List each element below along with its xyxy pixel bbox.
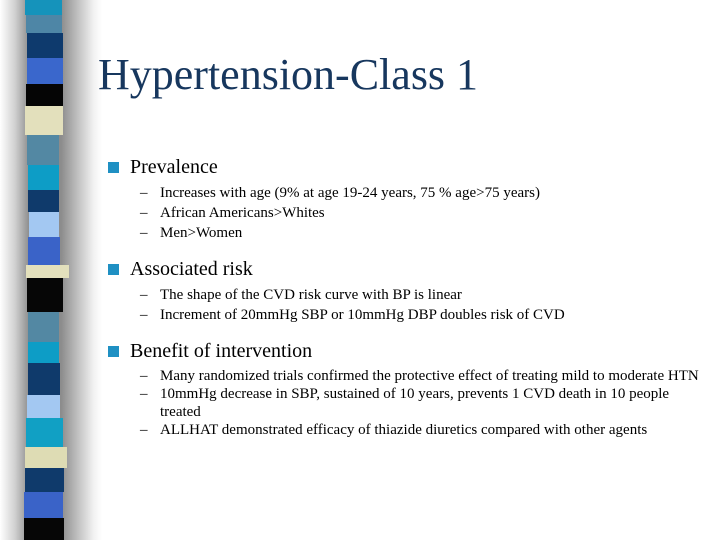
sub-bullet-text: African Americans>Whites: [160, 205, 325, 221]
square-bullet-icon: [108, 264, 119, 275]
square-bullet-icon: [108, 346, 119, 357]
strip-segment: [25, 0, 62, 15]
strip-segment: [29, 212, 59, 237]
bullet-heading-row: Benefit of intervention: [100, 339, 706, 363]
sub-bullet-item: – The shape of the CVD risk curve with B…: [140, 285, 706, 305]
square-bullet-icon: [108, 162, 119, 173]
strip-segment: [26, 265, 69, 278]
sub-bullet-text: 10mmHg decrease in SBP, sustained of 10 …: [160, 386, 670, 420]
dash-bullet-icon: –: [140, 185, 148, 201]
strip-segment: [28, 190, 59, 212]
strip-segment: [25, 468, 64, 492]
sub-bullet-text: Increases with age (9% at age 19-24 year…: [160, 185, 540, 201]
section-heading: Benefit of intervention: [130, 340, 313, 362]
slide-title: Hypertension-Class 1: [98, 50, 479, 99]
sub-bullet-text: The shape of the CVD risk curve with BP …: [160, 287, 462, 303]
sub-bullet-item: – Men>Women: [140, 223, 706, 243]
sub-bullet-text: Men>Women: [160, 225, 243, 241]
sub-bullet-item: – ALLHAT demonstrated efficacy of thiazi…: [140, 421, 706, 439]
strip-segment: [27, 395, 60, 418]
sub-bullet-item: – Many randomized trials confirmed the p…: [140, 367, 706, 385]
strip-segment: [28, 312, 59, 342]
sub-bullet-list: – The shape of the CVD risk curve with B…: [140, 285, 706, 325]
sub-bullet-text: Increment of 20mmHg SBP or 10mmHg DBP do…: [160, 307, 565, 323]
strip-shadow: [0, 0, 102, 540]
strip-segment: [28, 342, 59, 363]
strip-segment: [25, 106, 63, 135]
decorative-color-strip: [24, 0, 69, 540]
sub-bullet-item: – African Americans>Whites: [140, 203, 706, 223]
strip-segment: [24, 492, 63, 518]
strip-segment: [27, 33, 63, 58]
dash-bullet-icon: –: [140, 225, 148, 241]
sub-bullet-list: – Increases with age (9% at age 19-24 ye…: [140, 183, 706, 243]
section-prevalence: Prevalence – Increases with age (9% at a…: [100, 155, 706, 243]
strip-segment: [25, 447, 67, 468]
sub-bullet-item: – 10mmHg decrease in SBP, sustained of 1…: [140, 385, 706, 421]
dash-bullet-icon: –: [140, 422, 148, 438]
dash-bullet-icon: –: [140, 368, 148, 384]
section-associated-risk: Associated risk – The shape of the CVD r…: [100, 257, 706, 325]
dash-bullet-icon: –: [140, 205, 148, 221]
strip-segment: [26, 15, 62, 33]
strip-segment: [28, 237, 60, 265]
sub-bullet-text: ALLHAT demonstrated efficacy of thiazide…: [160, 422, 648, 438]
strip-segment: [28, 363, 60, 395]
strip-segment: [26, 84, 63, 106]
bullet-heading-row: Prevalence: [100, 155, 706, 179]
section-heading: Prevalence: [130, 156, 218, 178]
section-heading: Associated risk: [130, 258, 253, 280]
strip-segment: [28, 165, 59, 190]
strip-segment: [27, 278, 63, 312]
strip-segment: [27, 58, 63, 84]
sub-bullet-item: – Increment of 20mmHg SBP or 10mmHg DBP …: [140, 305, 706, 325]
section-benefit-of-intervention: Benefit of intervention – Many randomize…: [100, 339, 706, 439]
dash-bullet-icon: –: [140, 307, 148, 323]
strip-segment: [26, 418, 63, 447]
dash-bullet-icon: –: [140, 287, 148, 303]
sub-bullet-list: – Many randomized trials confirmed the p…: [140, 367, 706, 439]
slide-body: Prevalence – Increases with age (9% at a…: [100, 155, 706, 439]
sub-bullet-text: Many randomized trials confirmed the pro…: [160, 368, 699, 384]
strip-segment: [27, 135, 59, 165]
bullet-heading-row: Associated risk: [100, 257, 706, 281]
sub-bullet-item: – Increases with age (9% at age 19-24 ye…: [140, 183, 706, 203]
strip-segment: [24, 518, 64, 540]
dash-bullet-icon: –: [140, 386, 148, 402]
